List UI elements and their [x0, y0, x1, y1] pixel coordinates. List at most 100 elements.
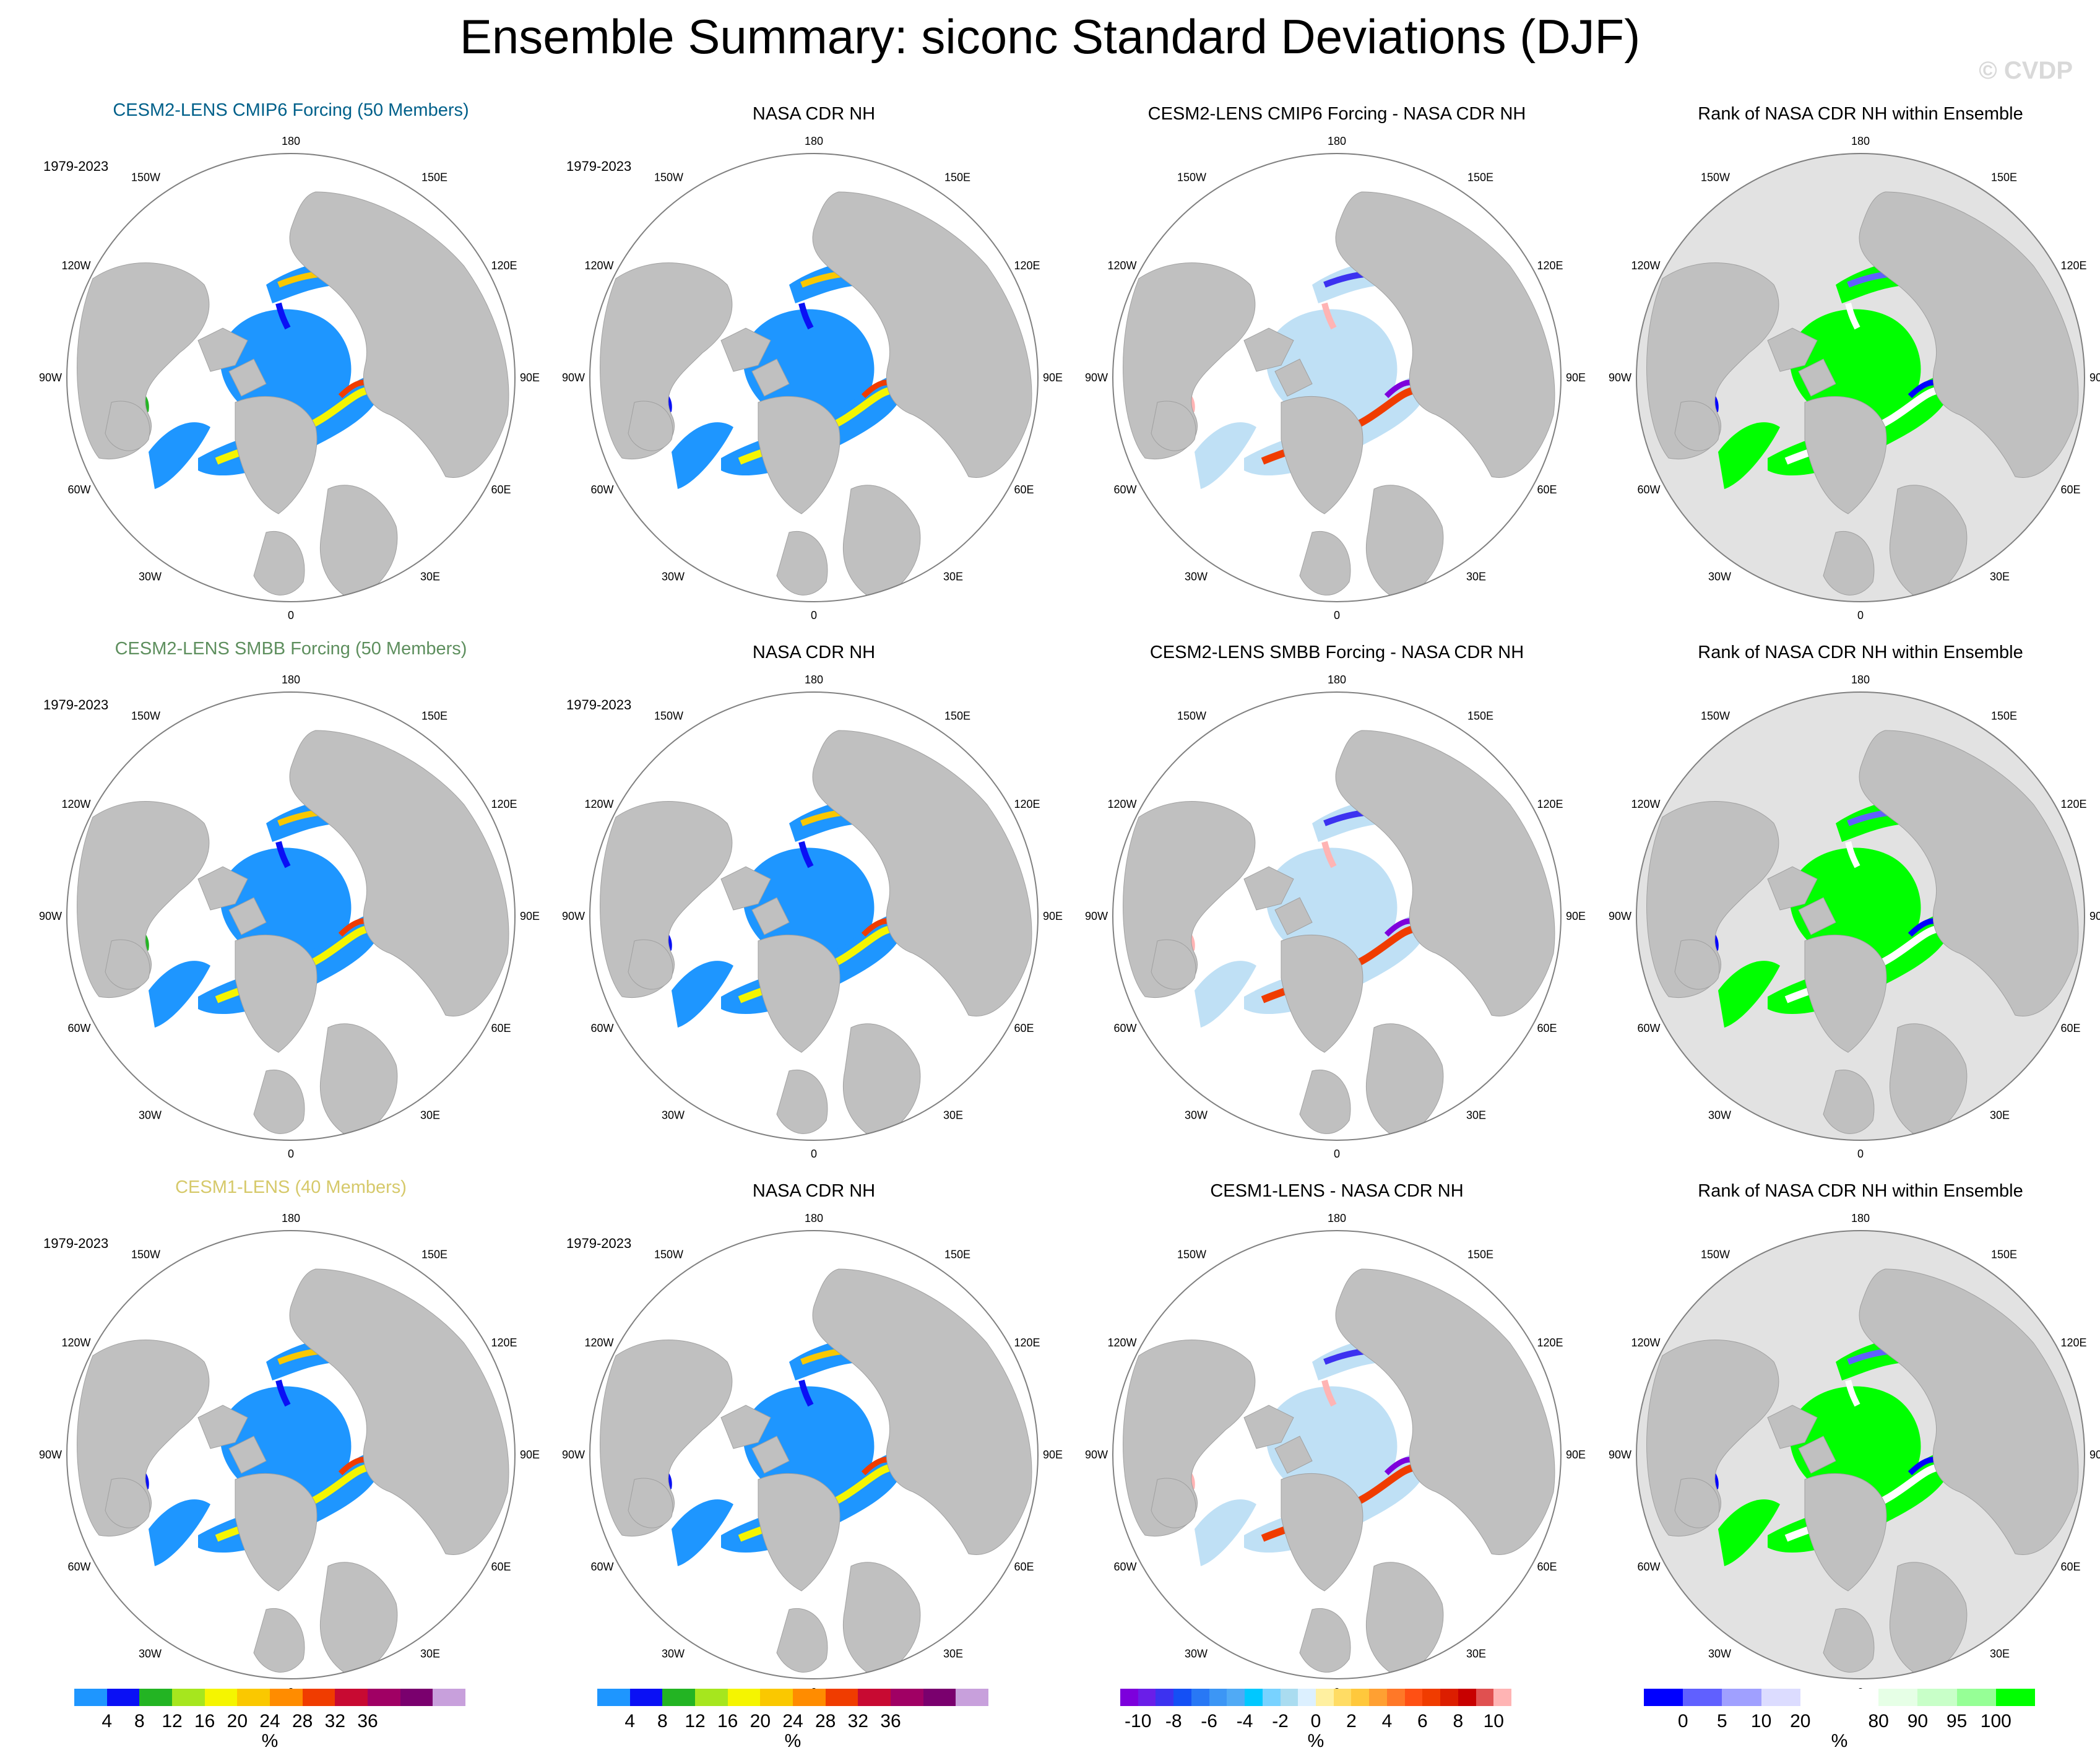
- land-mass: [628, 1478, 673, 1528]
- land-mass: [235, 396, 318, 514]
- colorbar-tick-label: 95: [1946, 1711, 1968, 1731]
- map-panel-r2-c4: Rank of NASA CDR NH within Ensemble 180 0 1…: [1607, 631, 2100, 1164]
- land-mass: [289, 191, 509, 478]
- lon-label-r5: 30E: [420, 1109, 440, 1121]
- lon-label-r4: 60E: [1014, 1022, 1034, 1034]
- lon-label-bottom: 0: [1334, 1148, 1340, 1160]
- lon-label-l2: 120W: [584, 259, 613, 272]
- lon-label-top: 180: [805, 135, 823, 147]
- colorbar-swatch: [923, 1689, 956, 1706]
- land-mass: [1767, 327, 1818, 372]
- bering-strait-band: [275, 1379, 291, 1407]
- colorbar-swatch: [1683, 1689, 1722, 1706]
- colorbar-tick-label: 8: [657, 1711, 668, 1731]
- colorbar-swatch: [433, 1689, 466, 1706]
- colorbar-tick-label: -2: [1272, 1711, 1289, 1731]
- land-mass: [319, 485, 398, 601]
- colorbar-swatch: [1138, 1689, 1156, 1706]
- panel-title: CESM2-LENS CMIP6 Forcing (50 Members): [113, 100, 469, 120]
- lon-label-l1: 150W: [1701, 710, 1730, 722]
- sea-ice-baffin: [672, 961, 733, 1028]
- lon-label-r5: 30E: [1466, 1109, 1486, 1121]
- colorbar-swatch: [1644, 1689, 1683, 1706]
- lon-label-l3: 90W: [1085, 1449, 1108, 1461]
- land-mass: [105, 939, 150, 990]
- lon-label-top: 180: [1851, 1212, 1870, 1224]
- land-mass: [197, 866, 248, 911]
- lon-label-r1: 150E: [421, 171, 447, 184]
- sea-ice-core: [220, 847, 352, 960]
- colorbar-swatch: [760, 1689, 793, 1706]
- lon-label-l4: 60W: [67, 483, 90, 496]
- lon-label-l5: 30W: [662, 570, 685, 583]
- bering-strait-band: [1321, 302, 1337, 330]
- colorbar-tick-label: 0: [1310, 1711, 1321, 1731]
- land-mass: [1281, 934, 1363, 1053]
- colorbar-tick-label: 6: [1417, 1711, 1428, 1731]
- polar-map: 180 0 150W 120W 90W 60W 30W 150E 120E 90E 60E 30E: [1085, 674, 1586, 1160]
- land-mass: [1299, 1608, 1351, 1673]
- colorbar-swatch: [1422, 1689, 1441, 1706]
- polar-map: 180 0 150W 120W 90W 60W 30W 150E 120E 90E 60E 30E: [1085, 135, 1586, 622]
- map-panel-r1-c2: NASA CDR NH 1979-2023 180 0 150W 120W 90W 60W 30…: [560, 93, 1068, 625]
- lon-label-l2: 120W: [1107, 259, 1136, 272]
- colorbar-tick-label: -10: [1125, 1711, 1152, 1731]
- sea-ice-baffin: [1718, 422, 1780, 489]
- lon-label-r5: 30E: [943, 1647, 963, 1660]
- sea-ice-core: [743, 847, 875, 960]
- lon-label-l2: 120W: [584, 1336, 613, 1349]
- sea-ice-core: [1266, 309, 1398, 422]
- land-mass: [1798, 897, 1836, 935]
- colorbar-swatch: [1878, 1689, 1918, 1706]
- bering-strait-band: [275, 302, 291, 330]
- period-label: 1979-2023: [43, 158, 109, 174]
- map-border: [1112, 1230, 1562, 1679]
- lon-label-r4: 60E: [2060, 1022, 2080, 1034]
- colorbar-swatch: [1458, 1689, 1477, 1706]
- sea-ice-baffin: [1718, 961, 1780, 1028]
- colorbar-swatch: [204, 1689, 238, 1706]
- lon-label-r2: 120E: [2060, 1336, 2086, 1349]
- polar-map: 180 0 150W 120W 90W 60W 30W 150E 120E 90E 60E 30E: [1609, 135, 2100, 622]
- map-panel-r2-c3: CESM2-LENS SMBB Forcing - NASA CDR NH 180…: [1083, 631, 1591, 1164]
- lon-label-l5: 30W: [1708, 570, 1731, 583]
- lon-label-l5: 30W: [139, 1109, 162, 1121]
- colorbar-tick-label: 32: [324, 1711, 346, 1731]
- land-mass: [751, 358, 790, 397]
- lon-label-r3: 90E: [520, 1449, 540, 1461]
- lon-label-r1: 150E: [1467, 710, 1493, 722]
- watermark: © CVDP: [1979, 57, 2073, 84]
- colorbar-swatch: [1493, 1689, 1512, 1706]
- land-mass: [1823, 531, 1875, 596]
- lon-label-l5: 30W: [662, 1647, 685, 1660]
- land-mass: [235, 934, 318, 1053]
- land-mass: [776, 1608, 828, 1673]
- colorbar-swatch: [1227, 1689, 1245, 1706]
- sea-ice-core: [1789, 309, 1921, 422]
- land-mass: [1767, 866, 1818, 911]
- colorbar-swatch: [106, 1689, 140, 1706]
- lon-label-r4: 60E: [1014, 1561, 1034, 1573]
- panel-title: CESM2-LENS CMIP6 Forcing - NASA CDR NH: [1147, 104, 1526, 124]
- lon-label-bottom: 0: [1857, 609, 1864, 622]
- lon-label-r4: 60E: [2060, 1561, 2080, 1573]
- lon-label-l4: 60W: [67, 1022, 90, 1034]
- colorbar-tick-label: 16: [717, 1711, 738, 1731]
- colorbar-swatch: [1839, 1689, 1879, 1706]
- colorbar-tick-label: 12: [685, 1711, 706, 1731]
- land-mass: [1335, 730, 1555, 1016]
- lon-label-r3: 90E: [520, 371, 540, 384]
- land-mass: [105, 401, 150, 451]
- lon-label-l1: 150W: [1177, 1249, 1206, 1261]
- lon-label-r4: 60E: [491, 483, 511, 496]
- lon-label-r2: 120E: [491, 798, 517, 810]
- colorbar-tick-label: 100: [1980, 1711, 2011, 1731]
- lon-label-r5: 30E: [420, 570, 440, 583]
- panel-title: CESM1-LENS (40 Members): [175, 1177, 407, 1197]
- lon-label-l2: 120W: [61, 1336, 90, 1349]
- lon-label-r4: 60E: [1537, 483, 1557, 496]
- colorbar-unit: %: [1831, 1731, 1848, 1751]
- lon-label-r2: 120E: [1537, 259, 1563, 272]
- lon-label-l4: 60W: [1637, 1561, 1660, 1573]
- land-mass: [812, 1268, 1032, 1555]
